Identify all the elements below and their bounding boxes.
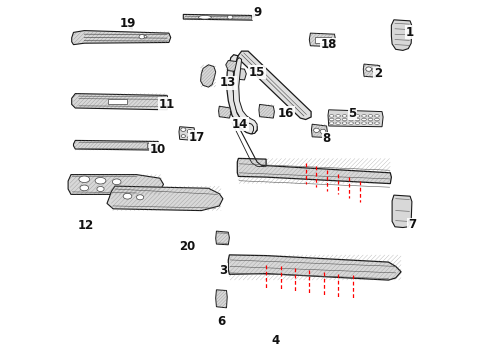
Polygon shape	[72, 94, 168, 110]
Ellipse shape	[328, 118, 333, 121]
Ellipse shape	[187, 136, 192, 139]
Ellipse shape	[181, 128, 185, 131]
Ellipse shape	[374, 114, 379, 117]
Text: 14: 14	[231, 118, 247, 131]
Text: 13: 13	[220, 76, 236, 89]
Polygon shape	[183, 14, 252, 20]
Polygon shape	[72, 31, 170, 45]
Polygon shape	[228, 255, 400, 280]
Ellipse shape	[313, 128, 319, 132]
Ellipse shape	[348, 122, 353, 124]
Polygon shape	[179, 127, 194, 140]
Ellipse shape	[348, 118, 353, 121]
Ellipse shape	[159, 100, 164, 103]
Text: 2: 2	[373, 67, 381, 80]
Ellipse shape	[342, 122, 346, 124]
Text: 8: 8	[322, 132, 330, 145]
Text: 7: 7	[407, 218, 415, 231]
Ellipse shape	[79, 176, 89, 183]
Polygon shape	[218, 106, 230, 118]
Text: 10: 10	[150, 143, 166, 156]
Ellipse shape	[361, 122, 366, 124]
Ellipse shape	[97, 186, 104, 192]
Ellipse shape	[354, 114, 359, 117]
Bar	[314, 37, 330, 43]
Text: 4: 4	[270, 334, 279, 347]
Ellipse shape	[361, 118, 366, 121]
Text: 12: 12	[77, 219, 93, 232]
Polygon shape	[200, 65, 215, 87]
Ellipse shape	[367, 122, 372, 124]
Ellipse shape	[371, 68, 377, 72]
Text: 11: 11	[159, 98, 175, 111]
Ellipse shape	[80, 185, 88, 191]
Ellipse shape	[335, 122, 340, 124]
Ellipse shape	[328, 114, 333, 117]
Text: 1: 1	[405, 26, 413, 39]
Polygon shape	[258, 104, 274, 118]
Polygon shape	[391, 195, 411, 228]
Polygon shape	[309, 33, 335, 47]
Polygon shape	[68, 175, 163, 194]
Ellipse shape	[342, 118, 346, 121]
Ellipse shape	[367, 114, 372, 117]
Ellipse shape	[123, 193, 132, 199]
Ellipse shape	[374, 122, 379, 124]
Bar	[107, 99, 127, 104]
Ellipse shape	[348, 114, 353, 117]
Text: 9: 9	[252, 6, 261, 19]
Polygon shape	[225, 60, 240, 72]
Ellipse shape	[144, 36, 146, 38]
Ellipse shape	[367, 118, 372, 121]
Ellipse shape	[354, 118, 359, 121]
Polygon shape	[237, 158, 390, 184]
Ellipse shape	[335, 118, 340, 121]
Ellipse shape	[181, 135, 185, 138]
Polygon shape	[311, 124, 326, 138]
Ellipse shape	[136, 195, 143, 200]
Ellipse shape	[227, 15, 232, 19]
Ellipse shape	[187, 130, 192, 133]
Ellipse shape	[335, 114, 340, 117]
Ellipse shape	[361, 114, 366, 117]
Polygon shape	[237, 51, 310, 120]
Text: 15: 15	[248, 66, 265, 78]
Ellipse shape	[374, 118, 379, 121]
Polygon shape	[390, 20, 411, 50]
Polygon shape	[215, 231, 229, 245]
Text: 3: 3	[219, 264, 226, 276]
Text: 19: 19	[119, 17, 135, 30]
Ellipse shape	[95, 177, 106, 184]
Text: 5: 5	[347, 107, 356, 120]
Polygon shape	[215, 290, 227, 308]
Ellipse shape	[342, 114, 346, 117]
Bar	[147, 143, 157, 148]
Text: 6: 6	[217, 315, 225, 328]
Polygon shape	[232, 58, 257, 134]
Ellipse shape	[328, 122, 333, 124]
Polygon shape	[226, 55, 257, 134]
Polygon shape	[363, 64, 380, 77]
Polygon shape	[107, 186, 223, 211]
Polygon shape	[232, 68, 246, 80]
Text: 17: 17	[188, 131, 204, 144]
Ellipse shape	[320, 129, 325, 134]
Polygon shape	[327, 110, 382, 127]
Ellipse shape	[139, 35, 144, 39]
Ellipse shape	[354, 122, 359, 124]
Ellipse shape	[198, 15, 211, 19]
Text: 20: 20	[179, 240, 195, 253]
Ellipse shape	[365, 67, 371, 71]
Text: 18: 18	[320, 39, 337, 51]
Text: 16: 16	[277, 107, 293, 120]
Polygon shape	[73, 140, 160, 150]
Ellipse shape	[112, 179, 121, 185]
